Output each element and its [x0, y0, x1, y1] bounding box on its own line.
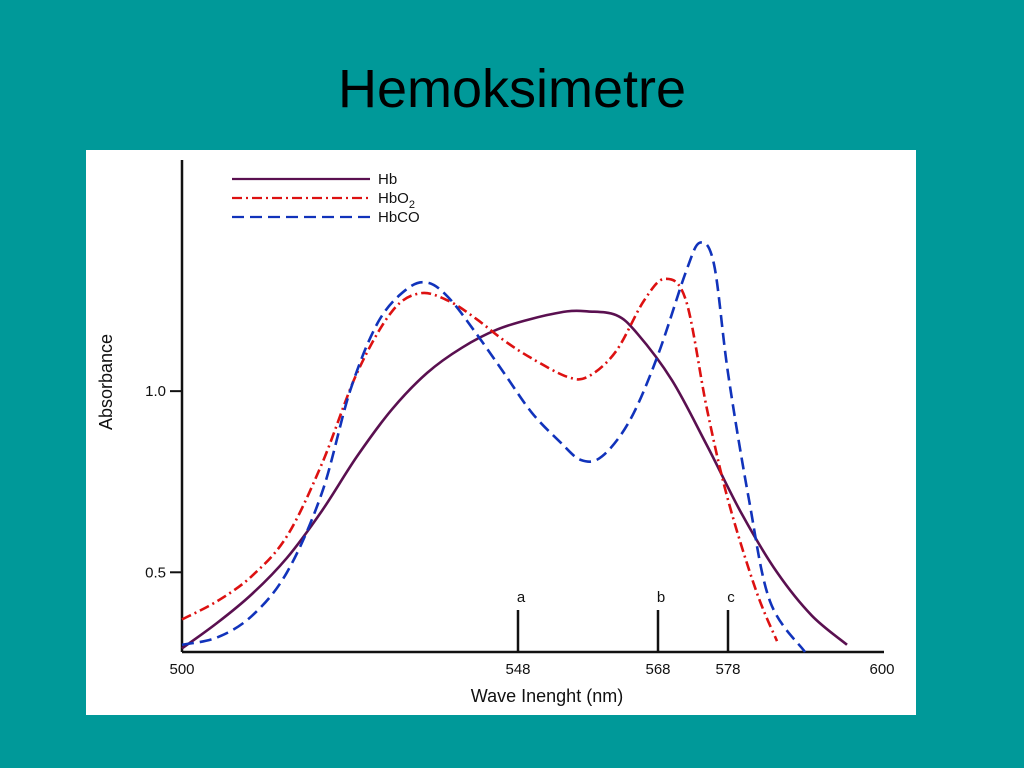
x-tick-label: 600 — [869, 661, 894, 678]
y-tick-label: 1.0 — [145, 383, 166, 400]
series-line-hbco — [181, 241, 807, 653]
legend-label-hbo2: HbO2 — [378, 190, 415, 211]
marker-label-b: b — [657, 589, 665, 606]
x-tick-label: 548 — [505, 661, 530, 678]
series-line-hbo2 — [181, 277, 779, 642]
series-line-hb — [181, 309, 848, 650]
y-axis-label: Absorbance — [96, 334, 116, 430]
chart-panel: 0.5 1.0 500 548 568 578 600 a b c Hb HbO2 HbCO Wav… — [86, 150, 916, 715]
x-tick-label: 500 — [169, 661, 194, 678]
marker-label-a: a — [517, 589, 526, 606]
axes: 0.5 1.0 500 548 568 578 600 — [145, 160, 895, 678]
x-tick-label: 578 — [715, 661, 740, 678]
y-tick-label: 0.5 — [145, 564, 166, 581]
slide-title: Hemoksimetre — [337, 59, 687, 119]
legend-label-hbco: HbCO — [378, 209, 420, 226]
series-lines — [181, 241, 848, 653]
legend-subscript: 2 — [409, 199, 415, 211]
x-tick-label: 568 — [645, 661, 670, 678]
x-axis-label: Wave Inenght (nm) — [471, 686, 623, 706]
wavelength-markers: a b c — [516, 589, 735, 652]
marker-label-c: c — [727, 589, 735, 606]
legend-label-hb: Hb — [378, 171, 397, 188]
